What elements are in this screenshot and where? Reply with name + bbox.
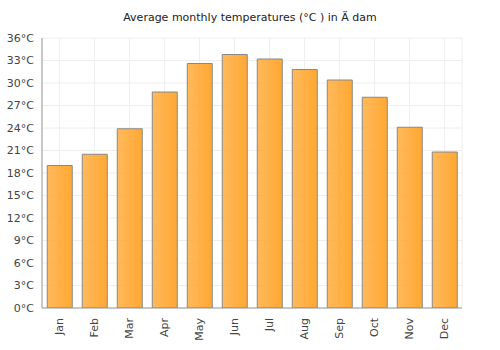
svg-text:3°C: 3°C <box>14 279 34 292</box>
svg-text:Aug: Aug <box>298 318 311 339</box>
svg-text:15°C: 15°C <box>8 189 34 202</box>
svg-text:30°C: 30°C <box>8 77 34 90</box>
svg-text:12°C: 12°C <box>8 212 34 225</box>
svg-text:0°C: 0°C <box>14 302 34 315</box>
svg-text:18°C: 18°C <box>8 167 34 180</box>
svg-text:36°C: 36°C <box>8 32 34 45</box>
svg-text:Apr: Apr <box>158 318 171 338</box>
svg-text:9°C: 9°C <box>14 234 34 247</box>
html-text:Average monthly temperatures (: Average monthly temperatures (°C ) in Ä … <box>123 11 377 24</box>
svg-text:33°C: 33°C <box>8 54 34 67</box>
svg-text:Jan: Jan <box>53 318 66 336</box>
svg-text:Sep: Sep <box>333 318 346 339</box>
svg-text:6°C: 6°C <box>14 257 34 270</box>
svg-text:Nov: Nov <box>403 318 416 340</box>
svg-text:Mar: Mar <box>123 318 136 339</box>
svg-text:Feb: Feb <box>88 318 101 337</box>
svg-text:Jul: Jul <box>263 318 276 332</box>
svg-text:21°C: 21°C <box>8 144 34 157</box>
svg-text:Jun: Jun <box>228 318 241 336</box>
svg-text:27°C: 27°C <box>8 99 34 112</box>
svg-text:24°C: 24°C <box>8 122 34 135</box>
svg-text:Dec: Dec <box>438 318 451 339</box>
svg-text:Oct: Oct <box>368 317 381 337</box>
svg-text:May: May <box>193 318 206 341</box>
